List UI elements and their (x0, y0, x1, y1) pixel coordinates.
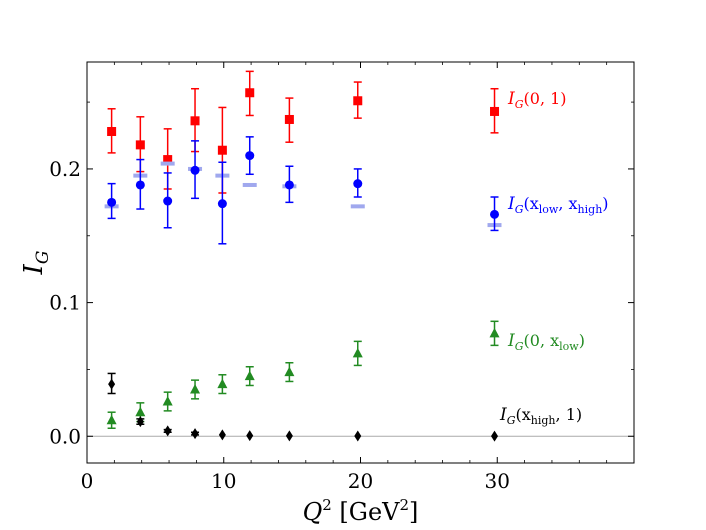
data-point-ig-0-1 (245, 88, 255, 98)
data-point-ig-xhigh-1 (285, 430, 293, 442)
series-label-ig-xlow-xhigh: IG(xlow, xhigh) (507, 194, 609, 216)
x-axis-sup: 2 (322, 496, 332, 514)
x-axis-unit: [GeV (332, 498, 400, 526)
data-point-ig-xhigh-1 (108, 378, 116, 390)
series-ig-0-1 (107, 70, 500, 194)
y-axis-sub: G (33, 251, 53, 265)
x-tick-label: 0 (81, 469, 94, 493)
y-axis-title: IG (19, 251, 53, 276)
x-tick-label: 20 (348, 469, 373, 493)
data-point-ig-xlow-xhigh (163, 196, 173, 206)
data-point-ig-0-1 (217, 145, 227, 155)
data-point-ig-0-xlow (244, 370, 255, 381)
data-point-ig-xhigh-1 (191, 428, 199, 440)
data-point-ig-xhigh-1 (218, 429, 226, 441)
data-point-ig-0-1 (284, 114, 294, 124)
data-point-ig-0-xlow (489, 327, 500, 338)
data-point-ig-0-xlow (284, 366, 295, 377)
data-point-ig-xhigh-1 (354, 430, 362, 442)
data-point-ig-0-1 (107, 127, 117, 137)
x-axis-title: Q2 [GeV2] (303, 496, 419, 526)
y-tick-label: 0.2 (49, 157, 81, 181)
data-point-ig-xhigh-1 (164, 425, 172, 437)
axes-layer (86, 61, 635, 464)
series-label-ig-xhigh-1: IG(xhigh, 1) (499, 405, 582, 427)
data-point-ig-0-xlow (162, 396, 173, 406)
y-tick-label: 0.0 (49, 424, 81, 448)
data-point-ig-0-xlow (190, 383, 201, 394)
data-point-ig-xlow-xhigh (107, 197, 117, 207)
data-point-ig-0-xlow (106, 414, 117, 425)
data-point-ig-0-1 (190, 116, 200, 126)
data-point-ig-0-xlow (135, 406, 146, 417)
data-point-ig-xlow-xhigh (190, 165, 200, 175)
data-point-ig-0-xlow (352, 347, 363, 358)
x-axis-unit-close: ] (409, 498, 418, 526)
data-point-ig-xlow-xhigh (245, 151, 255, 161)
data-point-ig-xlow-xhigh (217, 199, 227, 209)
data-point-ig-xlow-xhigh (490, 209, 500, 219)
series-label-ig-0-1: IG(0, 1) (507, 89, 567, 111)
data-point-ig-xlow-xhigh (353, 179, 363, 189)
data-point-ig-0-1 (353, 96, 363, 106)
x-axis-unit-sup: 2 (400, 496, 410, 514)
data-point-ig-0-1 (135, 140, 145, 150)
x-axis-symbol: Q (303, 498, 323, 526)
series-label-ig-0-xlow: IG(0, xlow) (507, 331, 585, 353)
series-ig-xlow-xhigh (104, 136, 502, 245)
series-ig-0-xlow (106, 320, 500, 429)
y-axis-symbol: I (19, 263, 49, 275)
y-tick-label: 0.1 (49, 291, 81, 315)
data-point-ig-xhigh-1 (136, 416, 144, 428)
series-ig-xhigh-1 (107, 372, 499, 442)
data-point-ig-xhigh-1 (491, 430, 499, 442)
x-tick-label: 10 (211, 469, 236, 493)
data-point-ig-xlow-xhigh (284, 180, 294, 190)
series-layer (104, 70, 502, 442)
data-point-ig-xlow-xhigh (135, 180, 145, 190)
x-tick-label: 30 (485, 469, 510, 493)
data-point-ig-0-1 (490, 106, 500, 116)
data-point-ig-0-1 (163, 155, 173, 165)
data-point-ig-xhigh-1 (246, 430, 254, 442)
data-point-ig-0-xlow (217, 378, 228, 389)
